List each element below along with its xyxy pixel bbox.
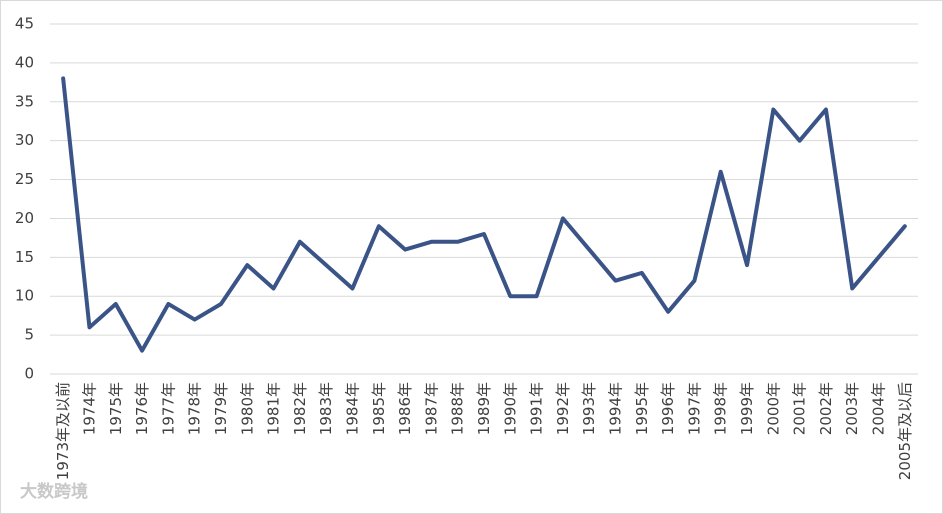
data-line (61, 76, 907, 353)
y-tick-label: 15 (15, 248, 34, 266)
x-tick-label: 1983年 (317, 382, 335, 435)
x-tick-label: 1997年 (685, 382, 703, 435)
x-tick-label: 1987年 (422, 382, 440, 435)
y-tick-label: 20 (15, 209, 34, 227)
y-tick-label: 10 (15, 287, 34, 305)
x-tick-label: 1992年 (554, 382, 572, 435)
x-tick-label: 1980年 (238, 382, 256, 435)
x-tick-label: 1993年 (580, 382, 598, 435)
watermark: 大数跨境 (20, 481, 88, 502)
x-tick-label: 1995年 (633, 382, 651, 435)
x-tick-label: 1976年 (133, 382, 151, 435)
y-tick-label: 40 (15, 53, 34, 71)
x-tick-label: 1984年 (343, 382, 361, 435)
x-tick-label: 1975年 (107, 382, 125, 435)
x-tick-label: 1978年 (186, 382, 204, 435)
x-tick-label: 1986年 (396, 382, 414, 435)
y-tick-label: 0 (24, 365, 34, 383)
x-tick-label: 2004年 (870, 382, 888, 435)
y-tick-label: 5 (24, 326, 34, 344)
x-tick-label: 1998年 (712, 382, 730, 435)
x-tick-label: 1974年 (80, 382, 98, 435)
x-tick-label: 2000年 (764, 382, 782, 435)
x-tick-label: 1989年 (475, 382, 493, 435)
y-tick-label: 45 (15, 15, 34, 33)
y-tick-label: 35 (15, 92, 34, 110)
x-tick-label: 1973年及以前 (54, 382, 72, 480)
y-tick-label: 25 (15, 170, 34, 188)
x-tick-label: 1991年 (528, 382, 546, 435)
x-tick-label: 1994年 (607, 382, 625, 435)
y-tick-label: 30 (15, 131, 34, 149)
x-tick-label: 1988年 (449, 382, 467, 435)
x-tick-label: 2001年 (791, 382, 809, 435)
x-tick-label: 2002年 (817, 382, 835, 435)
x-tick-label: 2005年及以后 (896, 382, 914, 480)
x-tick-label: 1981年 (265, 382, 283, 435)
x-tick-label: 2003年 (843, 382, 861, 435)
x-tick-label: 1996年 (659, 382, 677, 435)
x-tick-label: 1985年 (370, 382, 388, 435)
x-tick-label: 1999年 (738, 382, 756, 435)
x-tick-label: 1990年 (501, 382, 519, 435)
x-tick-label: 1977年 (159, 382, 177, 435)
x-tick-label: 1982年 (291, 382, 309, 435)
x-tick-label: 1979年 (212, 382, 230, 435)
